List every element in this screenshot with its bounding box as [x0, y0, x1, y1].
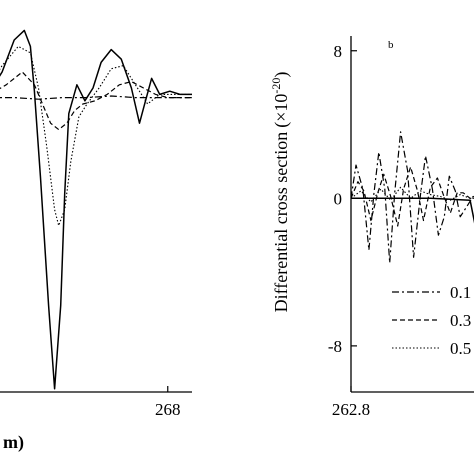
x-axis-label: m)	[3, 432, 24, 453]
panel-label: b	[388, 39, 394, 51]
series-line-solid	[0, 29, 192, 390]
series-line-solid	[351, 197, 474, 224]
series-line-dash-dot	[0, 95, 192, 100]
legend-label: 0.5	[450, 339, 471, 358]
series-group	[0, 29, 192, 390]
y-tick-label: 0	[334, 189, 343, 208]
panel-a: 268 m)	[0, 29, 192, 453]
x-tick-label: 268	[155, 400, 181, 419]
y-axis-label: Differential cross section(×10-20)	[269, 72, 292, 313]
x-tick-label: 262.8	[332, 400, 370, 419]
series-group	[351, 131, 474, 264]
y-tick-label: -8	[328, 337, 342, 356]
series-line-dashed	[0, 71, 192, 131]
series-line-dashed	[351, 166, 474, 227]
series-line-dotted	[351, 186, 474, 203]
y-tick-label: 8	[334, 42, 343, 61]
series-line-dotted	[0, 45, 192, 227]
series-line-dash-dot	[351, 131, 474, 264]
panel-b: 262.8 8 0 -8 b Differential cross section(×10…	[269, 36, 474, 419]
legend: 0.1 0.3 0.5	[392, 283, 471, 358]
legend-label: 0.1	[450, 283, 471, 302]
legend-label: 0.3	[450, 311, 471, 330]
